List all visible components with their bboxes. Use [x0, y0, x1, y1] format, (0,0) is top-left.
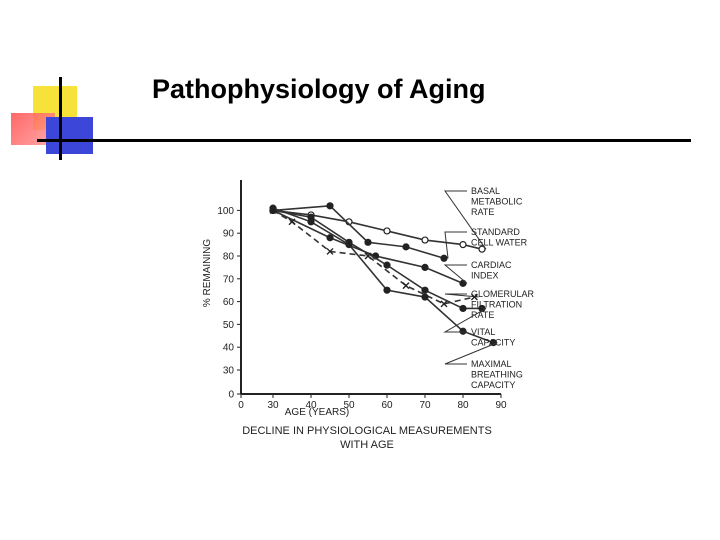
leader-line-0 — [444, 190, 487, 250]
y-tick-label: 100 — [217, 206, 234, 217]
series-label-4: CAPACITY — [471, 338, 515, 348]
series-point-5 — [459, 327, 467, 335]
series-label-5: BREATHING — [471, 370, 523, 380]
x-tick-label: 50 — [343, 400, 355, 411]
series-label-1: CELL WATER — [471, 238, 528, 248]
y-tick-label: 60 — [223, 297, 235, 308]
leader-line-3 — [444, 293, 479, 298]
series-label-0: BASAL — [471, 186, 500, 196]
series-label-3: FILTRATION — [471, 300, 522, 310]
x-tick-label: 30 — [267, 400, 279, 411]
series-label-3: GLOMERULAR — [471, 289, 535, 299]
x-tick-label: 70 — [419, 400, 431, 411]
leader-line-1 — [444, 231, 467, 259]
series-point-0 — [459, 240, 467, 249]
x-tick-label: 40 — [305, 400, 317, 411]
decor-vertical-rule — [59, 77, 62, 160]
y-tick-label: 50 — [223, 320, 235, 331]
leader-line-4 — [443, 308, 487, 333]
x-tick-label: 80 — [457, 400, 469, 411]
leader-line-5 — [444, 342, 498, 365]
series-point-5 — [269, 204, 277, 212]
title-underline-rule — [37, 139, 691, 142]
series-point-4 — [421, 286, 429, 294]
caption-line-2: WITH AGE — [340, 439, 394, 451]
series-point-1 — [326, 202, 334, 210]
series-point-3 — [402, 282, 410, 290]
series-line-5 — [272, 207, 494, 344]
series-label-2: CARDIAC — [471, 260, 512, 270]
series-point-5 — [421, 293, 429, 301]
series-point-1 — [440, 254, 448, 262]
series-point-4 — [459, 304, 467, 313]
y-tick-label: 30 — [223, 366, 235, 377]
y-tick-label: 70 — [223, 274, 235, 285]
series-point-3 — [440, 300, 448, 308]
leader-line-2 — [443, 264, 468, 284]
series-point-3 — [288, 218, 296, 226]
series-label-5: CAPACITY — [471, 380, 515, 390]
series-point-2 — [421, 263, 429, 272]
x-tick-label: 0 — [238, 400, 244, 411]
series-line-2 — [272, 209, 464, 285]
series-label-4: VITAL — [471, 327, 495, 337]
x-axis-label: AGE (YEARS) — [285, 407, 349, 418]
series-point-0 — [421, 236, 429, 244]
series-point-2 — [326, 234, 334, 242]
series-label-0: METABOLIC — [471, 197, 523, 207]
y-tick-label: 90 — [223, 229, 235, 240]
y-axis-label: % REMAINING — [202, 239, 213, 308]
slide-title: Pathophysiology of Aging — [152, 74, 486, 104]
series-label-1: STANDARD — [471, 227, 520, 237]
series-point-1 — [364, 238, 372, 246]
series-point-4 — [383, 261, 391, 269]
x-tick-label: 60 — [381, 400, 393, 411]
y-tick-label: 0 — [228, 390, 234, 401]
series-label-5: MAXIMAL — [471, 359, 512, 369]
series-point-5 — [345, 240, 353, 249]
series-label-0: RATE — [471, 207, 494, 217]
series-point-5 — [383, 286, 391, 294]
y-tick-label: 40 — [223, 343, 235, 354]
caption-line-1: DECLINE IN PHYSIOLOGICAL MEASUREMENTS — [242, 425, 492, 437]
series-point-5 — [307, 218, 315, 226]
x-tick-label: 90 — [495, 400, 507, 411]
series-label-3: RATE — [471, 310, 494, 320]
decor-blue-square — [46, 117, 93, 154]
series-point-1 — [402, 243, 410, 251]
y-tick-label: 80 — [223, 252, 235, 263]
series-label-2: INDEX — [471, 271, 499, 281]
series-point-0 — [383, 227, 391, 235]
series-point-0 — [478, 245, 486, 253]
series-point-3 — [326, 247, 334, 255]
